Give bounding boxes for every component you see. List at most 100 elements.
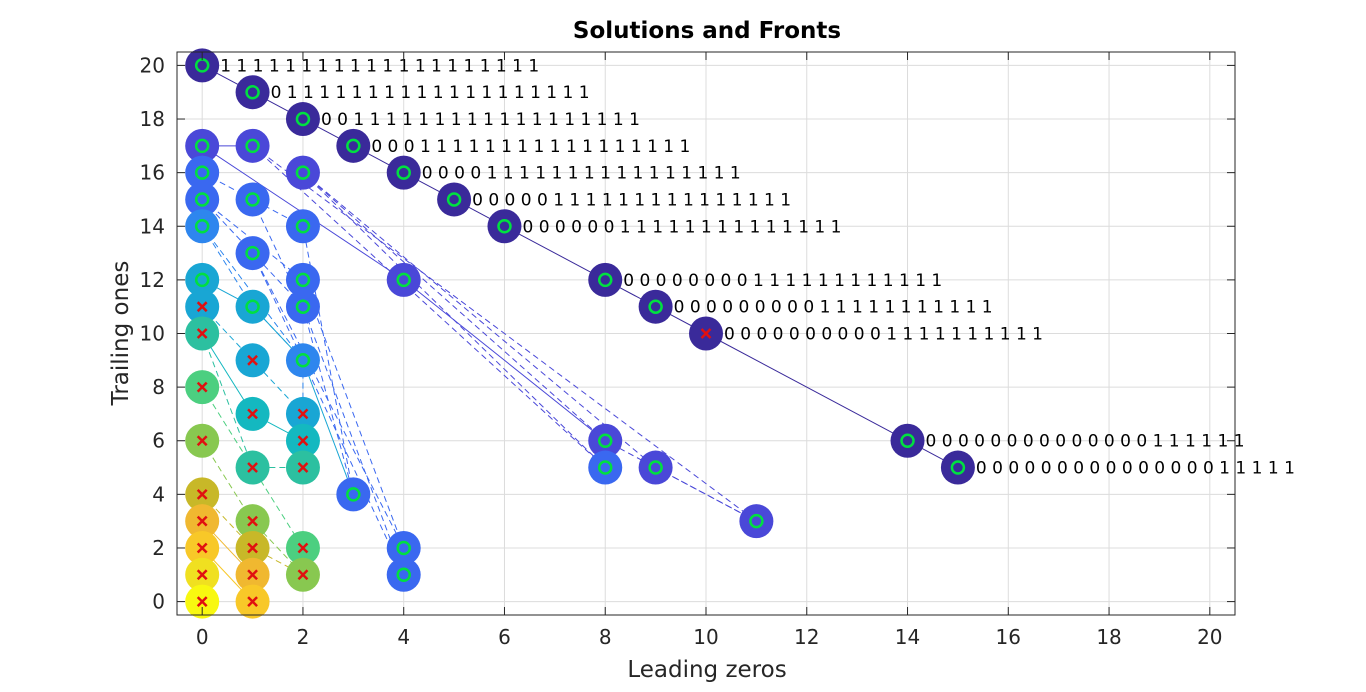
solution-point	[185, 48, 220, 83]
solution-point	[437, 182, 472, 217]
solution-point	[235, 236, 270, 271]
selected-marker	[194, 272, 210, 288]
selected-marker	[245, 299, 260, 314]
selected-marker	[900, 433, 915, 448]
solution-point	[940, 450, 975, 485]
selected-marker	[194, 138, 210, 154]
bitstring-label: 0 1 1 1 1 1 1 1 1 1 1 1 1 1 1 1 1 1 1 1	[271, 83, 590, 103]
rejected-marker	[196, 488, 208, 500]
solution-point	[386, 530, 421, 565]
selected-marker	[396, 165, 411, 180]
rejected-marker	[297, 569, 309, 581]
y-axis-label: Trailing ones	[108, 261, 134, 407]
selected-marker	[245, 245, 260, 261]
front-line	[201, 225, 304, 414]
y-tick-label: 0	[152, 590, 165, 614]
solution-point	[185, 128, 220, 163]
solution-point	[386, 557, 421, 592]
rejected-marker	[247, 542, 258, 554]
selected-marker	[396, 567, 411, 583]
rejected-marker	[196, 301, 208, 313]
solution-point	[235, 128, 270, 163]
selected-marker	[245, 192, 260, 207]
front-line	[302, 172, 606, 468]
x-tick-label: 14	[895, 625, 920, 649]
rejected-marker	[196, 381, 208, 393]
selected-marker	[245, 84, 260, 100]
selected-marker	[446, 192, 462, 207]
rejected-marker	[297, 408, 309, 420]
y-tick-label: 6	[152, 429, 165, 453]
data-points	[185, 48, 975, 619]
bitstring-label: 0 0 0 0 1 1 1 1 1 1 1 1 1 1 1 1 1 1 1 1	[422, 164, 741, 184]
solution-point	[185, 155, 220, 190]
selected-marker	[295, 353, 311, 368]
bitstring-label: 0 0 0 0 0 0 0 0 0 1 1 1 1 1 1 1 1 1 1 1	[674, 298, 993, 318]
y-tick-label: 4	[152, 482, 165, 506]
solution-point	[185, 209, 220, 244]
solution-point	[336, 477, 371, 512]
bitstring-labels: 1 1 1 1 1 1 1 1 1 1 1 1 1 1 1 1 1 1 1 1 0…	[220, 56, 1295, 478]
front-line	[252, 252, 405, 549]
bitstring-label: 0 0 0 0 0 0 0 0 1 1 1 1 1 1 1 1 1 1 1 1	[623, 271, 942, 291]
solution-point	[285, 155, 320, 190]
rejected-marker	[297, 435, 309, 447]
x-tick-label: 6	[498, 625, 511, 649]
y-tick-label: 2	[152, 536, 165, 560]
x-tick-label: 18	[1096, 625, 1121, 649]
rejected-marker	[247, 462, 258, 473]
x-tick-label: 4	[397, 625, 410, 649]
rejected-marker	[700, 328, 712, 339]
rejected-marker	[297, 462, 309, 473]
solution-point	[285, 289, 320, 324]
bitstring-label: 0 0 1 1 1 1 1 1 1 1 1 1 1 1 1 1 1 1 1 1	[321, 110, 640, 130]
selected-marker	[245, 138, 260, 154]
selected-marker	[194, 165, 210, 180]
x-tick-label: 8	[599, 625, 612, 649]
front-line	[201, 279, 354, 495]
rejected-marker	[196, 515, 208, 527]
y-tick-label: 18	[140, 107, 165, 131]
front-line	[201, 199, 405, 549]
x-tick-label: 12	[794, 625, 819, 649]
y-tick-label: 12	[140, 268, 165, 292]
solution-point	[336, 128, 371, 163]
selected-marker	[194, 219, 210, 234]
solution-point	[235, 182, 270, 217]
y-tick-label: 10	[140, 322, 165, 346]
rejected-marker	[247, 569, 258, 581]
solution-point	[588, 450, 623, 485]
chart-title: Solutions and Fronts	[573, 18, 841, 44]
y-tick-label: 20	[140, 53, 165, 77]
solution-point	[487, 209, 522, 244]
selected-marker	[597, 272, 613, 288]
selected-marker	[396, 540, 411, 556]
solution-point	[235, 75, 270, 110]
front-line	[252, 145, 757, 522]
solution-point	[638, 450, 673, 485]
rejected-marker	[247, 596, 258, 607]
solution-point	[638, 289, 673, 324]
solution-point	[739, 504, 774, 539]
selected-marker	[295, 299, 311, 314]
solution-point	[386, 155, 421, 190]
solution-point	[588, 262, 623, 297]
selected-marker	[295, 219, 311, 234]
solution-point	[185, 262, 220, 297]
rejected-marker	[247, 408, 258, 420]
x-axis-label: Leading zeros	[627, 657, 786, 683]
rejected-marker	[247, 354, 258, 366]
bitstring-label: 0 0 0 0 0 0 0 0 0 0 0 0 0 0 0 1 1 1 1 1	[976, 459, 1295, 479]
selected-marker	[295, 165, 311, 180]
rejected-marker	[196, 435, 208, 447]
grid	[177, 52, 1235, 615]
rejected-marker	[196, 542, 208, 554]
y-tick-label: 16	[140, 161, 165, 185]
x-tick-label: 20	[1197, 625, 1222, 649]
x-tick-label: 0	[196, 625, 209, 649]
selected-marker	[597, 433, 613, 448]
selected-marker	[950, 460, 966, 475]
bitstring-label: 0 0 0 0 0 1 1 1 1 1 1 1 1 1 1 1 1 1 1 1	[472, 190, 791, 210]
selected-marker	[497, 219, 512, 234]
selected-marker	[749, 513, 764, 529]
